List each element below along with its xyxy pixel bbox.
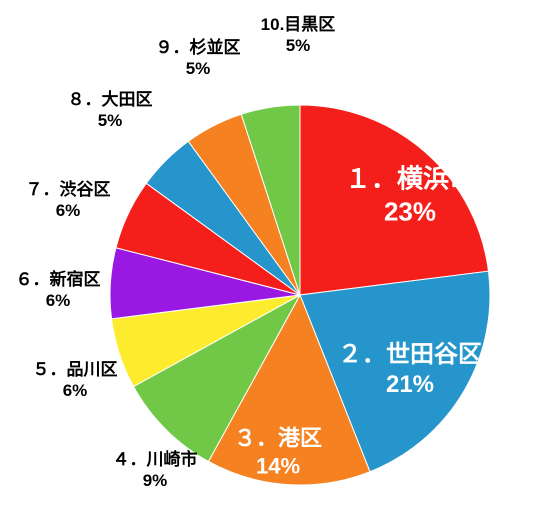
- slice-label: ６．新宿区6%: [16, 269, 101, 312]
- slice-label-name: ４．川崎市: [113, 449, 198, 470]
- slice-label-percent: 5%: [261, 35, 336, 56]
- slice-label-name: ５．品川区: [33, 359, 118, 380]
- slice-label-percent: 6%: [33, 380, 118, 401]
- slice-label-name: １．横浜市: [345, 163, 475, 196]
- slice-label: ７．渋谷区6%: [26, 179, 111, 222]
- slice-label-name: 10.目黒区: [261, 14, 336, 35]
- slice-label: 10.目黒区5%: [261, 14, 336, 57]
- slice-label-name: ２．世田谷区: [338, 340, 482, 370]
- slice-label-percent: 5%: [68, 110, 153, 131]
- slice-label: １．横浜市23%: [345, 163, 475, 228]
- slice-label-percent: 14%: [234, 452, 322, 480]
- slice-label-percent: 6%: [16, 290, 101, 311]
- slice-label-percent: 6%: [26, 200, 111, 221]
- slice-label-percent: 9%: [113, 470, 198, 491]
- slice-label-name: ３．港区: [234, 425, 322, 453]
- slice-label-name: ６．新宿区: [16, 269, 101, 290]
- slice-label-name: ９．杉並区: [156, 37, 241, 58]
- slice-label-percent: 5%: [156, 58, 241, 79]
- slice-label: ５．品川区6%: [33, 359, 118, 402]
- slice-label-percent: 21%: [338, 370, 482, 400]
- slice-label-name: ７．渋谷区: [26, 179, 111, 200]
- slice-label-percent: 23%: [345, 195, 475, 228]
- slice-label: ８．大田区5%: [68, 89, 153, 132]
- slice-label-name: ８．大田区: [68, 89, 153, 110]
- slice-label: ３．港区14%: [234, 425, 322, 480]
- slice-label: ９．杉並区5%: [156, 37, 241, 80]
- slice-label: ２．世田谷区21%: [338, 340, 482, 400]
- slice-label: ４．川崎市9%: [113, 449, 198, 492]
- pie-chart: １．横浜市23%２．世田谷区21%３．港区14%４．川崎市9%５．品川区6%６．…: [0, 0, 557, 524]
